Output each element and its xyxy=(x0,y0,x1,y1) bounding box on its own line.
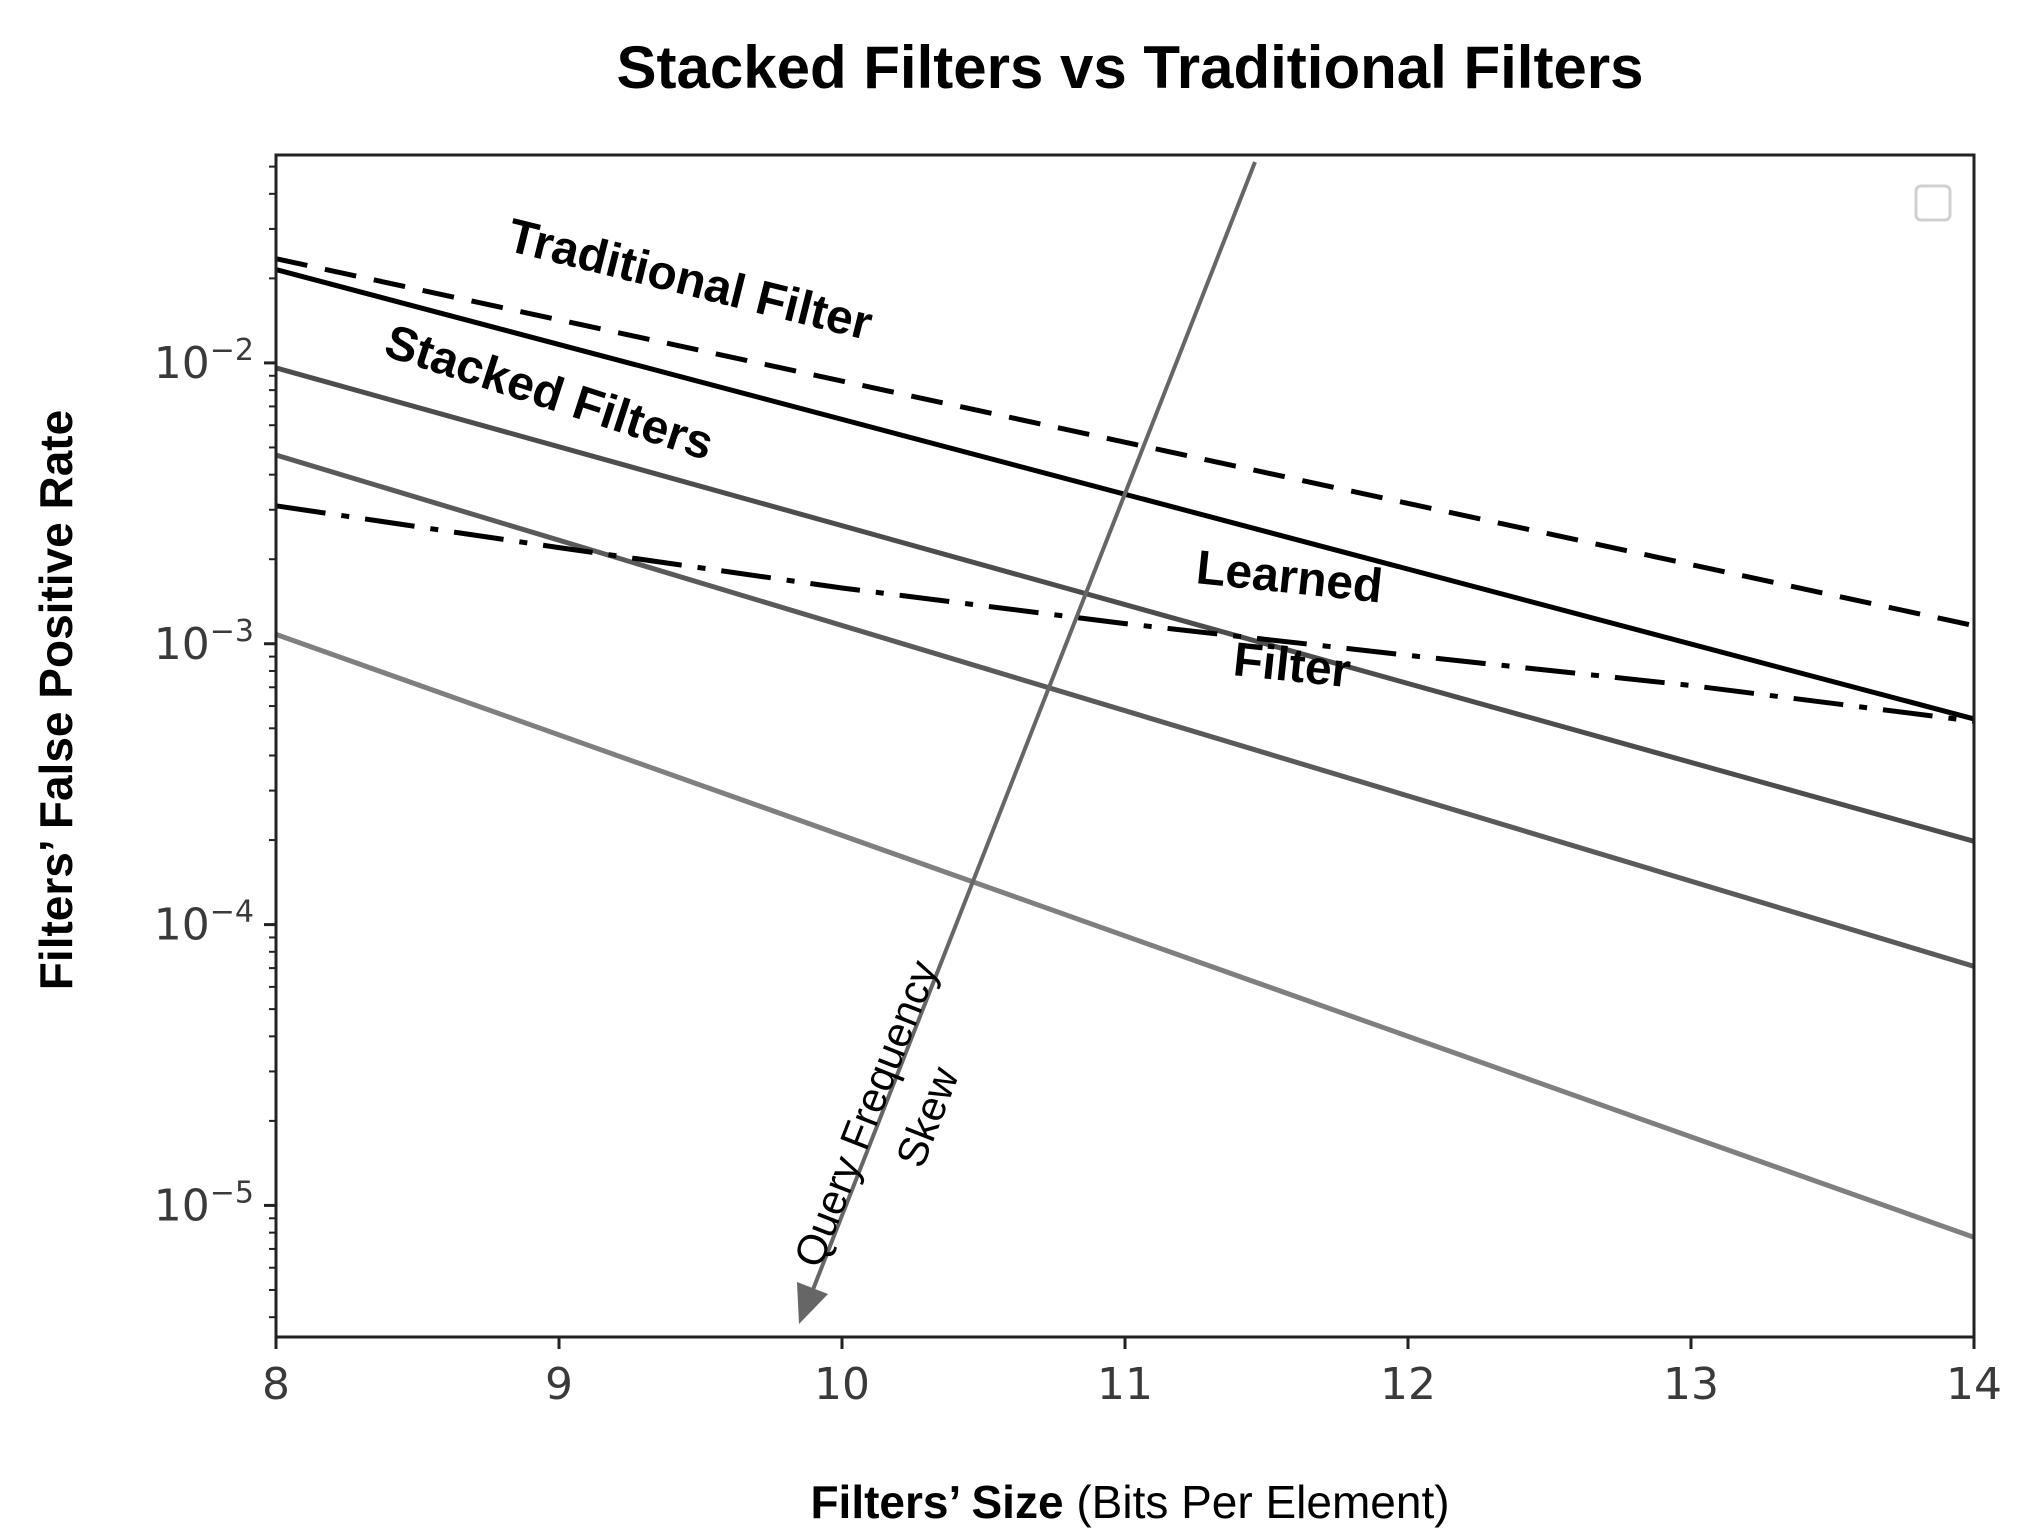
x-axis: 8 9 10 11 12 13 14 xyxy=(262,1337,2002,1410)
series-line-4 xyxy=(275,452,1975,969)
x-tick-label: 8 xyxy=(262,1359,290,1410)
series-line-3 xyxy=(275,365,1975,844)
x-axis-label: Filters’ Size (Bits Per Element) xyxy=(810,1476,1449,1528)
series-line-1 xyxy=(275,256,1975,629)
plot-frame xyxy=(274,153,1976,1339)
y-tick-label: 10−2 xyxy=(154,333,254,389)
y-tick-label: 10−4 xyxy=(154,895,254,951)
x-tick-label: 9 xyxy=(545,1359,573,1410)
series-line-5 xyxy=(275,632,1975,1240)
annotation-learned: Learned xyxy=(1194,541,1385,613)
x-tick-label: 13 xyxy=(1663,1359,1719,1410)
arrow-head xyxy=(797,1282,828,1324)
annotation-filter: Filter xyxy=(1231,633,1353,698)
y-tick-label: 10−5 xyxy=(154,1175,254,1231)
annotation-traditional-filter: Traditional Filter xyxy=(502,209,877,351)
y-axis-label: Filters’ False Positive Rate xyxy=(30,410,82,990)
y-tick-label: 10−3 xyxy=(154,614,254,670)
y-axis: 10−2 10−3 10−4 10−5 xyxy=(154,165,276,1319)
x-tick-label: 12 xyxy=(1380,1359,1436,1410)
chart-title: Stacked Filters vs Traditional Filters xyxy=(616,34,1643,101)
x-tick-label: 14 xyxy=(1946,1359,2002,1410)
x-axis-label-units: (Bits Per Element) xyxy=(1064,1476,1450,1528)
legend-box xyxy=(1914,184,1952,222)
series-line-6 xyxy=(275,503,1975,724)
plot-area xyxy=(274,153,1976,1339)
x-axis-label-bold: Filters’ Size xyxy=(810,1476,1063,1528)
x-tick-label: 10 xyxy=(814,1359,870,1410)
x-tick-label: 11 xyxy=(1097,1359,1153,1410)
annotation-stacked-filters: Stacked Filters xyxy=(379,315,720,471)
arrow-shaft xyxy=(810,161,1257,1293)
